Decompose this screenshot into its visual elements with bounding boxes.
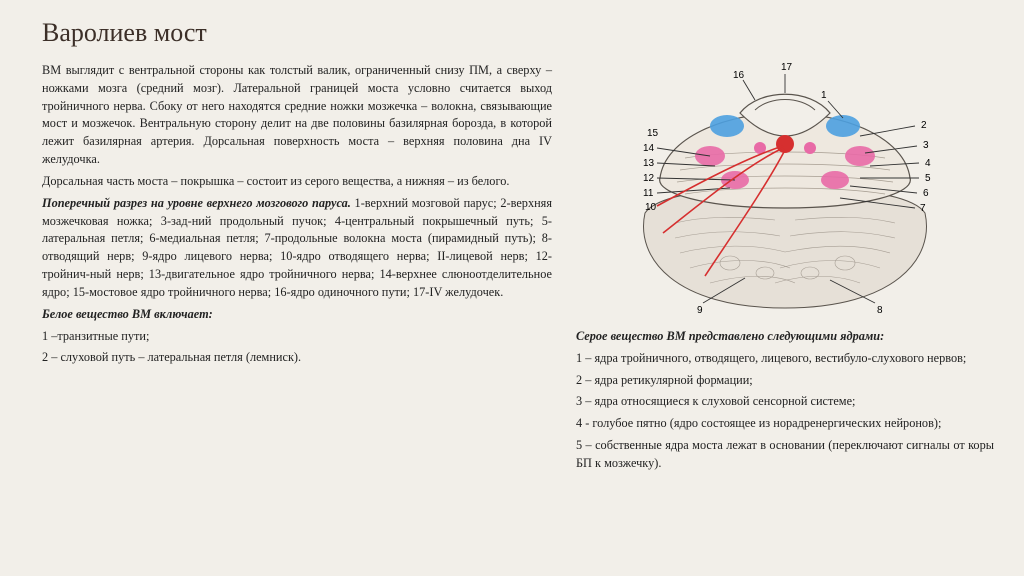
cross-section-paragraph: Поперечный разрез на уровне верхнего моз… <box>42 195 552 302</box>
white-matter-head: Белое вещество ВМ включает: <box>42 306 552 324</box>
page-title: Варолиев мост <box>42 18 994 48</box>
cross-section-body: 1-верхний мозговой парус; 2-верхняя мозж… <box>42 196 552 299</box>
grey-matter-item-3: 3 – ядра относящиеся к слуховой сенсорно… <box>576 393 994 411</box>
cross-section-head: Поперечный разрез на уровне верхнего моз… <box>42 196 351 210</box>
svg-text:2: 2 <box>921 120 927 131</box>
svg-text:11: 11 <box>643 188 654 199</box>
svg-text:14: 14 <box>643 143 655 154</box>
svg-text:7: 7 <box>920 203 926 214</box>
left-column: ВМ выглядит с вентральной стороны как то… <box>42 58 552 566</box>
grey-matter-head: Серое вещество ВМ представлено следующим… <box>576 328 994 346</box>
svg-text:6: 6 <box>923 188 929 199</box>
svg-text:9: 9 <box>697 305 703 316</box>
svg-text:10: 10 <box>645 202 657 213</box>
grey-matter-item-1: 1 – ядра тройничного, отводящего, лицево… <box>576 350 994 368</box>
svg-text:12: 12 <box>643 173 655 184</box>
svg-text:15: 15 <box>647 128 659 139</box>
svg-text:4: 4 <box>925 158 931 169</box>
svg-text:5: 5 <box>925 173 931 184</box>
svg-text:8: 8 <box>877 305 883 316</box>
right-column: 17 16 1 2 3 4 5 6 7 8 9 10 11 12 13 14 1 <box>576 58 994 566</box>
svg-text:13: 13 <box>643 158 655 169</box>
white-matter-item-1: 1 –транзитные пути; <box>42 328 552 346</box>
white-matter-item-2: 2 – слуховой путь – латеральная петля (л… <box>42 349 552 367</box>
grey-matter-item-4: 4 - голубое пятно (ядро состоящее из нор… <box>576 415 994 433</box>
grey-matter-item-5: 5 – собственные ядра моста лежат в основ… <box>576 437 994 473</box>
svg-text:1: 1 <box>821 90 827 101</box>
svg-text:16: 16 <box>733 70 745 81</box>
pons-cross-section-diagram: 17 16 1 2 3 4 5 6 7 8 9 10 11 12 13 14 1 <box>615 58 955 318</box>
grey-matter-item-2: 2 – ядра ретикулярной формации; <box>576 372 994 390</box>
intro-paragraph: ВМ выглядит с вентральной стороны как то… <box>42 62 552 169</box>
svg-text:3: 3 <box>923 140 929 151</box>
composition-paragraph: Дорсальная часть моста – покрышка – сост… <box>42 173 552 191</box>
svg-text:17: 17 <box>781 62 793 73</box>
